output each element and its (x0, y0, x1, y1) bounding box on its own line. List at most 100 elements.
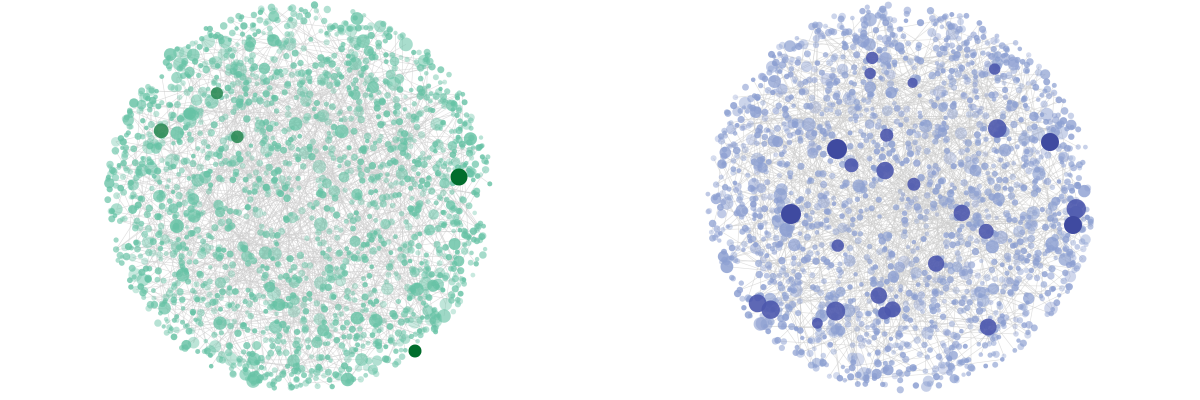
node (444, 88, 451, 95)
node (227, 270, 236, 278)
node (394, 329, 403, 337)
node (887, 80, 895, 88)
node (825, 123, 832, 130)
node (134, 205, 140, 211)
node (343, 319, 350, 326)
node (350, 290, 356, 296)
node (474, 256, 480, 262)
node (112, 246, 120, 253)
node (823, 190, 830, 197)
node (952, 286, 960, 294)
node (366, 238, 372, 243)
node (943, 42, 950, 49)
node (346, 145, 352, 151)
node (128, 264, 136, 272)
edge (259, 99, 381, 237)
node (357, 376, 364, 383)
node (361, 13, 367, 18)
node (446, 213, 453, 220)
node (881, 331, 888, 337)
node (1002, 210, 1011, 218)
node (369, 229, 377, 237)
node (760, 193, 768, 201)
node (461, 280, 467, 287)
node (403, 94, 408, 100)
node (335, 275, 346, 287)
node (176, 94, 183, 101)
node (726, 223, 733, 230)
node (341, 154, 347, 160)
node (417, 183, 424, 190)
node (943, 37, 949, 43)
node (141, 230, 149, 238)
node (328, 60, 336, 68)
node (288, 212, 294, 217)
node (1021, 310, 1029, 318)
node (139, 133, 146, 140)
node (260, 274, 268, 282)
node (352, 77, 359, 84)
node (317, 241, 323, 247)
node (955, 255, 963, 262)
node (847, 284, 853, 290)
node (385, 263, 394, 271)
node (463, 132, 477, 146)
node (256, 267, 263, 274)
edge (148, 279, 272, 341)
node (368, 189, 375, 196)
node (256, 97, 264, 105)
node (250, 257, 258, 265)
node (321, 319, 328, 326)
node (910, 248, 916, 254)
node (376, 137, 383, 144)
node (994, 215, 999, 221)
node (839, 213, 845, 219)
node (362, 81, 368, 87)
node (235, 12, 242, 20)
edge (229, 194, 324, 289)
node (985, 213, 992, 220)
edge (230, 290, 410, 327)
node (293, 152, 299, 158)
node (159, 234, 171, 245)
node (357, 167, 363, 173)
node (739, 295, 746, 302)
node (1078, 254, 1087, 263)
edge (200, 132, 250, 177)
node (828, 107, 834, 113)
node (196, 43, 203, 50)
node (949, 182, 955, 188)
node (381, 33, 387, 38)
node (988, 299, 994, 306)
node (141, 236, 154, 249)
node (307, 297, 313, 302)
node (298, 7, 304, 13)
node (186, 250, 193, 257)
node (304, 337, 312, 344)
node (330, 73, 338, 81)
node (853, 51, 861, 59)
node (1047, 272, 1055, 280)
node (901, 210, 908, 216)
node (440, 210, 446, 215)
node (263, 308, 269, 314)
edge (326, 104, 391, 341)
node (417, 231, 423, 237)
node (133, 239, 141, 247)
node (905, 244, 911, 250)
node (886, 22, 894, 29)
node (795, 310, 802, 317)
node (189, 160, 197, 167)
node (790, 281, 797, 288)
node (234, 79, 242, 86)
node (1021, 154, 1029, 163)
node (893, 294, 899, 299)
node (835, 286, 846, 297)
node (920, 236, 927, 242)
edge (132, 257, 364, 306)
node (833, 77, 841, 85)
node (903, 116, 910, 123)
node (428, 209, 439, 220)
node (157, 213, 162, 218)
node (242, 85, 249, 93)
